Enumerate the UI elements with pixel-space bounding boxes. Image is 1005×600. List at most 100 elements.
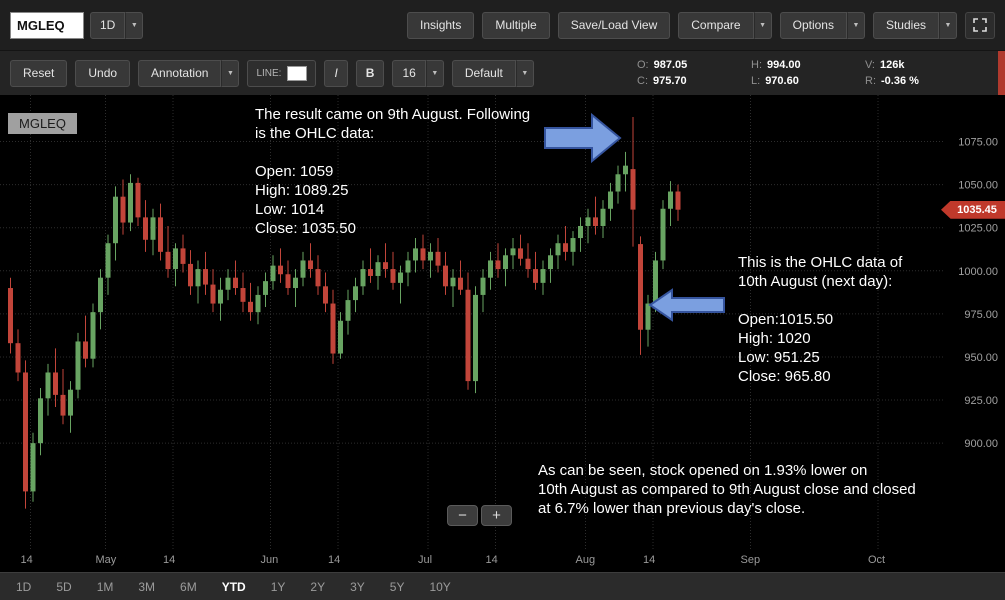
candle-body — [383, 262, 388, 270]
range-button-2y[interactable]: 2Y — [310, 579, 326, 594]
chevron-down-icon[interactable]: ▼ — [425, 59, 444, 87]
line-color-swatch[interactable] — [287, 65, 308, 81]
range-button-6m[interactable]: 6M — [180, 579, 197, 594]
candle-body — [60, 394, 66, 416]
range-button-ytd[interactable]: YTD — [221, 579, 246, 594]
candle-body — [120, 196, 126, 223]
candle-body — [308, 260, 313, 270]
bold-toggle-button[interactable]: B — [355, 59, 385, 87]
candle-body — [495, 260, 501, 270]
y-axis-label: 1000.00 — [958, 266, 998, 278]
annotation-text-summary: As can be seen, stock opened on 1.93% lo… — [538, 462, 916, 517]
interval-button[interactable]: 1D — [90, 11, 126, 39]
candle-body — [638, 244, 643, 330]
candle-body — [83, 341, 88, 359]
candle-body — [15, 343, 21, 373]
range-button-5y[interactable]: 5Y — [389, 579, 405, 594]
range-button-10y[interactable]: 10Y — [429, 579, 451, 594]
x-axis-label: Sep — [740, 554, 761, 566]
chevron-down-icon[interactable]: ▼ — [753, 11, 772, 39]
range-button-1y[interactable]: 1Y — [270, 579, 286, 594]
y-axis-label: 1050.00 — [958, 180, 998, 192]
candle-body — [405, 260, 411, 273]
candle-body — [473, 294, 478, 382]
candle-body — [578, 225, 583, 239]
high-value: 994.00 — [767, 59, 801, 71]
candle-body — [465, 289, 471, 382]
chevron-down-icon[interactable]: ▼ — [221, 59, 240, 87]
arrow-left-icon — [648, 288, 725, 322]
candle-body — [653, 260, 658, 304]
font-size-button[interactable]: 16 — [392, 59, 426, 87]
range-toolbar: 1D 5D 1M 3M 6M YTD 1Y 2Y 3Y 5Y 10Y — [0, 572, 1005, 600]
italic-toggle-button[interactable]: I — [324, 59, 348, 87]
fullscreen-button[interactable] — [965, 11, 995, 39]
candle-body — [458, 277, 463, 290]
zoom-in-button[interactable]: + — [481, 505, 512, 526]
insights-button[interactable]: Insights — [407, 11, 475, 39]
multiple-button[interactable]: Multiple — [482, 11, 550, 39]
compare-button[interactable]: Compare — [678, 11, 754, 39]
font-size-dropdown: 16 ▼ — [392, 59, 444, 87]
options-button[interactable]: Options — [779, 11, 847, 39]
chevron-down-icon[interactable]: ▼ — [846, 11, 865, 39]
annotation-tool-button[interactable]: Annotation — [138, 59, 222, 87]
chart-area[interactable]: 1075.00 1050.00 1025.00 1000.00 975.00 950.00… — [0, 95, 1005, 550]
x-axis: 14 May 14 Jun 14 Jul 14 Aug 14 Sep Oct — [0, 550, 1005, 572]
candle-body — [450, 277, 456, 287]
candle-body — [360, 269, 366, 287]
candle-body — [540, 269, 546, 283]
options-dropdown: Options ▼ — [779, 11, 865, 39]
candle-body — [300, 260, 306, 278]
symbol-input[interactable] — [10, 11, 84, 39]
chevron-down-icon[interactable]: ▼ — [939, 11, 957, 39]
reset-button[interactable]: Reset — [10, 59, 68, 87]
arrow-right-icon — [544, 112, 622, 164]
candle-body — [210, 284, 216, 304]
close-value: 975.70 — [653, 75, 687, 87]
candlestick-chart[interactable]: 1075.00 1050.00 1025.00 1000.00 975.00 950.00… — [0, 95, 1005, 550]
candle-body — [623, 165, 628, 175]
candle-body — [128, 182, 133, 223]
last-price-badge: 1035.45 — [941, 200, 1005, 219]
font-family-dropdown: Default ▼ — [451, 59, 534, 87]
x-axis-label: 14 — [643, 554, 656, 566]
annotation-text-aug9: The result came on 9th August. Following… — [255, 106, 531, 237]
candle-body — [600, 208, 606, 226]
range-button-1d[interactable]: 1D — [16, 579, 32, 594]
candle-body — [608, 191, 613, 209]
candle-body — [150, 217, 156, 240]
candle-body — [278, 265, 283, 275]
chevron-down-icon[interactable]: ▼ — [125, 11, 144, 39]
candle-body — [615, 174, 621, 192]
candle-body — [668, 191, 673, 209]
candle-body — [345, 300, 351, 321]
x-axis-label: May — [95, 554, 117, 566]
candle-body — [255, 294, 261, 313]
save-load-view-button[interactable]: Save/Load View — [557, 11, 671, 39]
studies-button[interactable]: Studies — [872, 11, 939, 39]
range-button-1m[interactable]: 1M — [96, 579, 114, 594]
range-button-3y[interactable]: 3Y — [350, 579, 365, 594]
chevron-down-icon[interactable]: ▼ — [515, 59, 534, 87]
undo-button[interactable]: Undo — [75, 59, 131, 87]
candle-body — [375, 262, 381, 276]
candle-body — [353, 286, 358, 301]
candle-body — [240, 288, 246, 302]
line-color-label: LINE: — [256, 67, 282, 79]
candle-body — [23, 372, 28, 492]
candle-body — [480, 277, 486, 295]
font-family-button[interactable]: Default — [451, 59, 516, 87]
candle-body — [90, 312, 96, 359]
x-axis-label: Jul — [418, 554, 433, 566]
candle-body — [75, 341, 81, 390]
range-button-5d[interactable]: 5D — [56, 579, 72, 594]
zoom-out-button[interactable]: − — [447, 505, 478, 526]
candle-body — [518, 248, 523, 259]
open-value: 987.05 — [653, 59, 688, 71]
range-button-3m[interactable]: 3M — [138, 579, 156, 594]
candle-body — [315, 269, 321, 287]
candle-body — [428, 251, 433, 261]
candle-body — [270, 265, 276, 282]
